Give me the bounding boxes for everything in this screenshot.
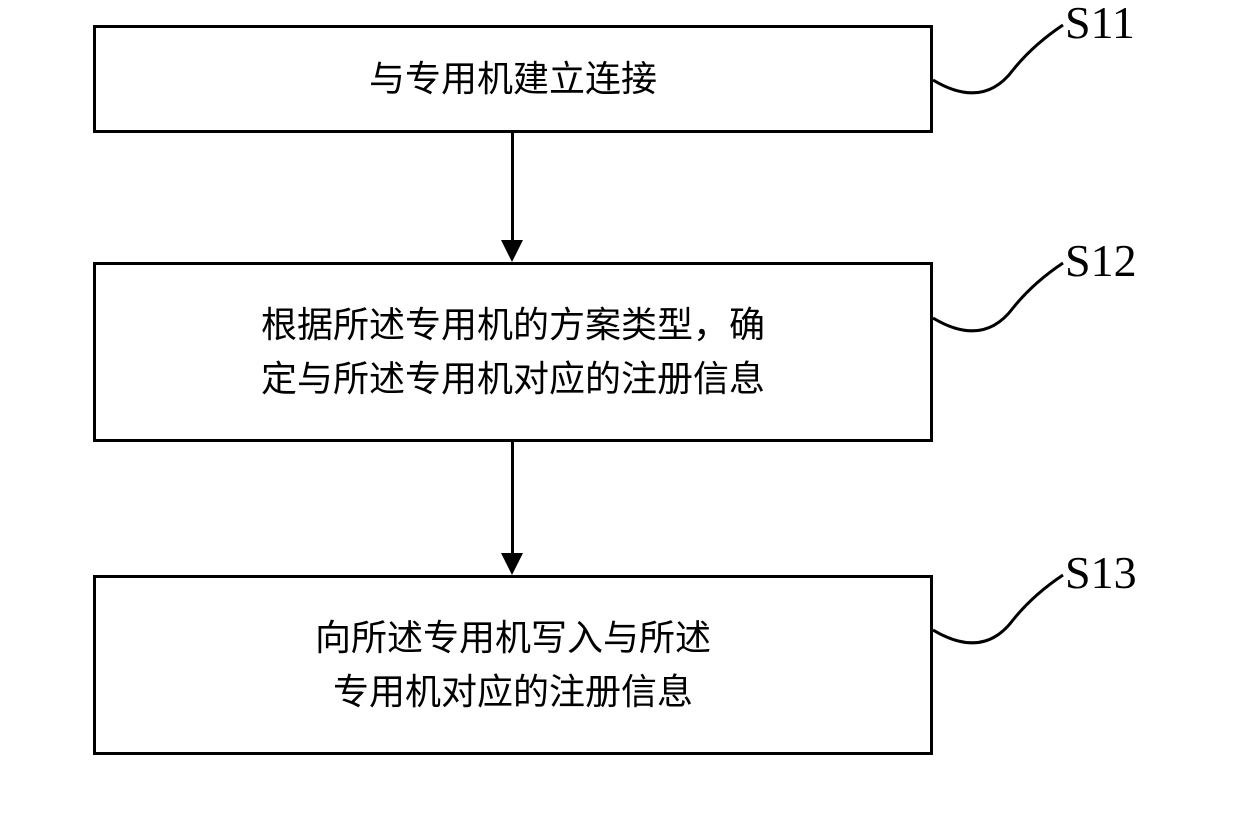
flow-box-s13-text: 向所述专用机写入与所述专用机对应的注册信息 [315,611,711,719]
flow-box-s11-text: 与专用机建立连接 [369,52,657,106]
flow-box-s11: 与专用机建立连接 [93,25,933,133]
flowchart-container: 与专用机建立连接 S11 根据所述专用机的方案类型，确定与所述专用机对应的注册信… [0,0,1233,813]
connector-s11 [933,20,1073,120]
step-label-s13: S13 [1065,546,1137,599]
connector-s12 [933,258,1073,358]
arrow-s12-s13-line [511,442,514,557]
flow-box-s12-text: 根据所述专用机的方案类型，确定与所述专用机对应的注册信息 [261,298,765,406]
step-label-s12: S12 [1065,234,1137,287]
flow-box-s12: 根据所述专用机的方案类型，确定与所述专用机对应的注册信息 [93,262,933,442]
flow-box-s13: 向所述专用机写入与所述专用机对应的注册信息 [93,575,933,755]
arrow-s11-s12-line [511,133,514,243]
arrow-s12-s13-head [501,553,523,575]
arrow-s11-s12-head [501,240,523,262]
connector-s13 [933,570,1073,670]
step-label-s11: S11 [1065,0,1135,49]
